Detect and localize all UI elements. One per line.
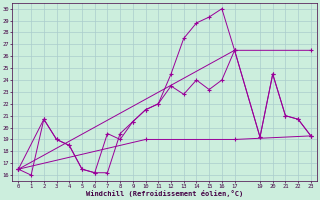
X-axis label: Windchill (Refroidissement éolien,°C): Windchill (Refroidissement éolien,°C) [86, 190, 243, 197]
